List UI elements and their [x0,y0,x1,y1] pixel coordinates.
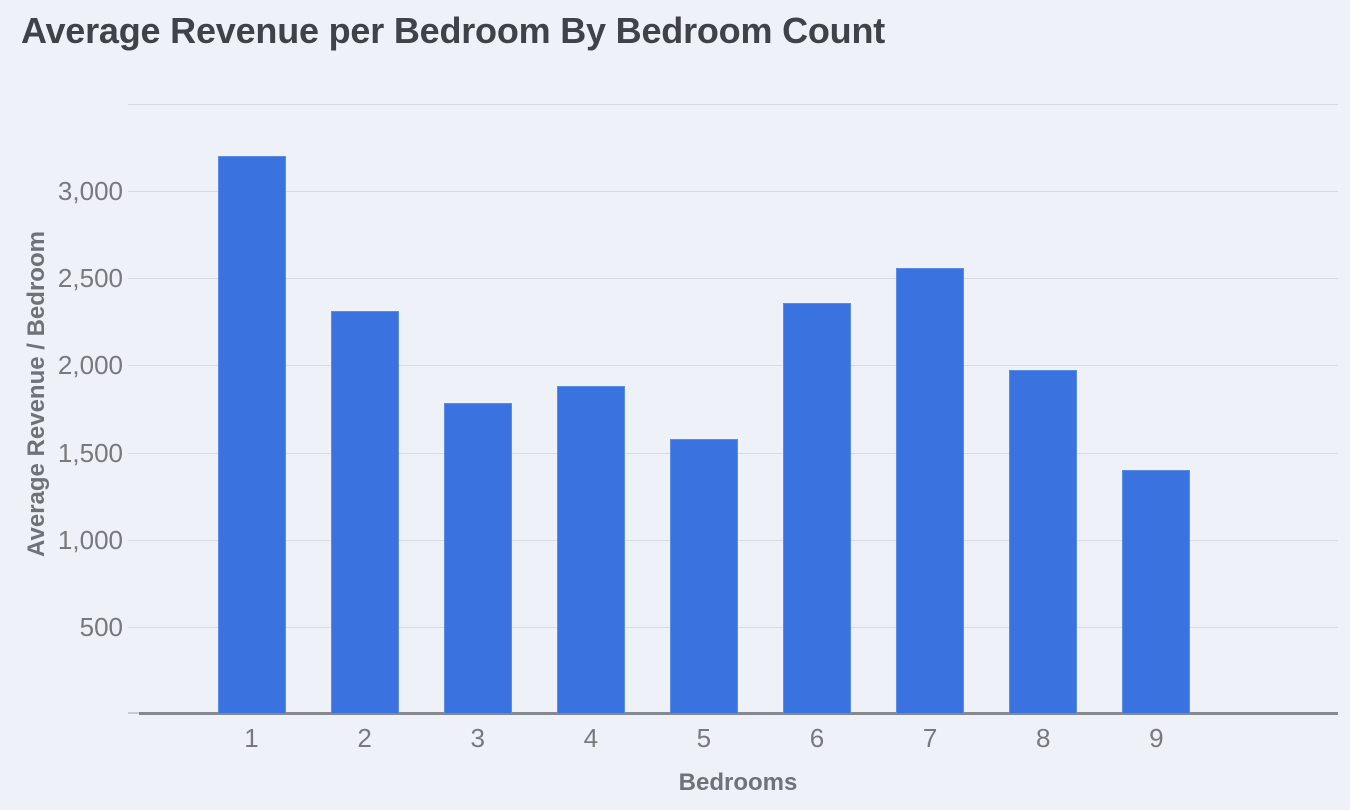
bar-bedrooms-6[interactable] [783,302,851,714]
gridline-3000 [128,191,1338,193]
x-tick-label-8: 8 [1035,723,1051,753]
x-tick-label-6: 6 [809,723,825,753]
y-tick-label-500: 500 [79,611,123,642]
x-tick-label-4: 4 [583,723,599,753]
gridline-2000 [128,365,1338,367]
x-tick-label-2: 2 [357,723,372,753]
bar-bedrooms-9[interactable] [1122,470,1191,714]
chart-title: Average Revenue per Bedroom By Bedroom C… [21,10,886,51]
gridline-2500 [128,278,1338,280]
x-axis-line [139,712,1338,715]
y-tick-label-1000: 1,000 [57,524,123,555]
x-tick-label-7: 7 [922,723,938,753]
x-tick-label-9: 9 [1149,723,1164,753]
bar-bedrooms-2[interactable] [330,310,399,714]
y-tick-label-1500: 1,500 [57,437,123,468]
y-tick-label-2000: 2,000 [57,350,123,381]
bar-bedrooms-3[interactable] [443,402,512,714]
bar-bedrooms-8[interactable] [1009,369,1078,714]
x-tick-label-1: 1 [244,723,259,753]
bar-bedrooms-1[interactable] [217,156,286,714]
x-axis-title: Bedrooms [678,769,798,796]
bar-bedrooms-4[interactable] [556,385,625,714]
plot-area [128,104,1338,715]
x-tick-label-5: 5 [696,723,712,753]
bar-bedrooms-5[interactable] [669,438,738,714]
bar-bedrooms-7[interactable] [896,267,965,714]
gridline-3500 [128,104,1338,105]
x-axis-tick-stub [128,712,139,714]
y-tick-label-3000: 3,000 [57,176,123,207]
y-tick-label-2500: 2,500 [57,263,123,294]
x-tick-label-3: 3 [470,723,485,753]
